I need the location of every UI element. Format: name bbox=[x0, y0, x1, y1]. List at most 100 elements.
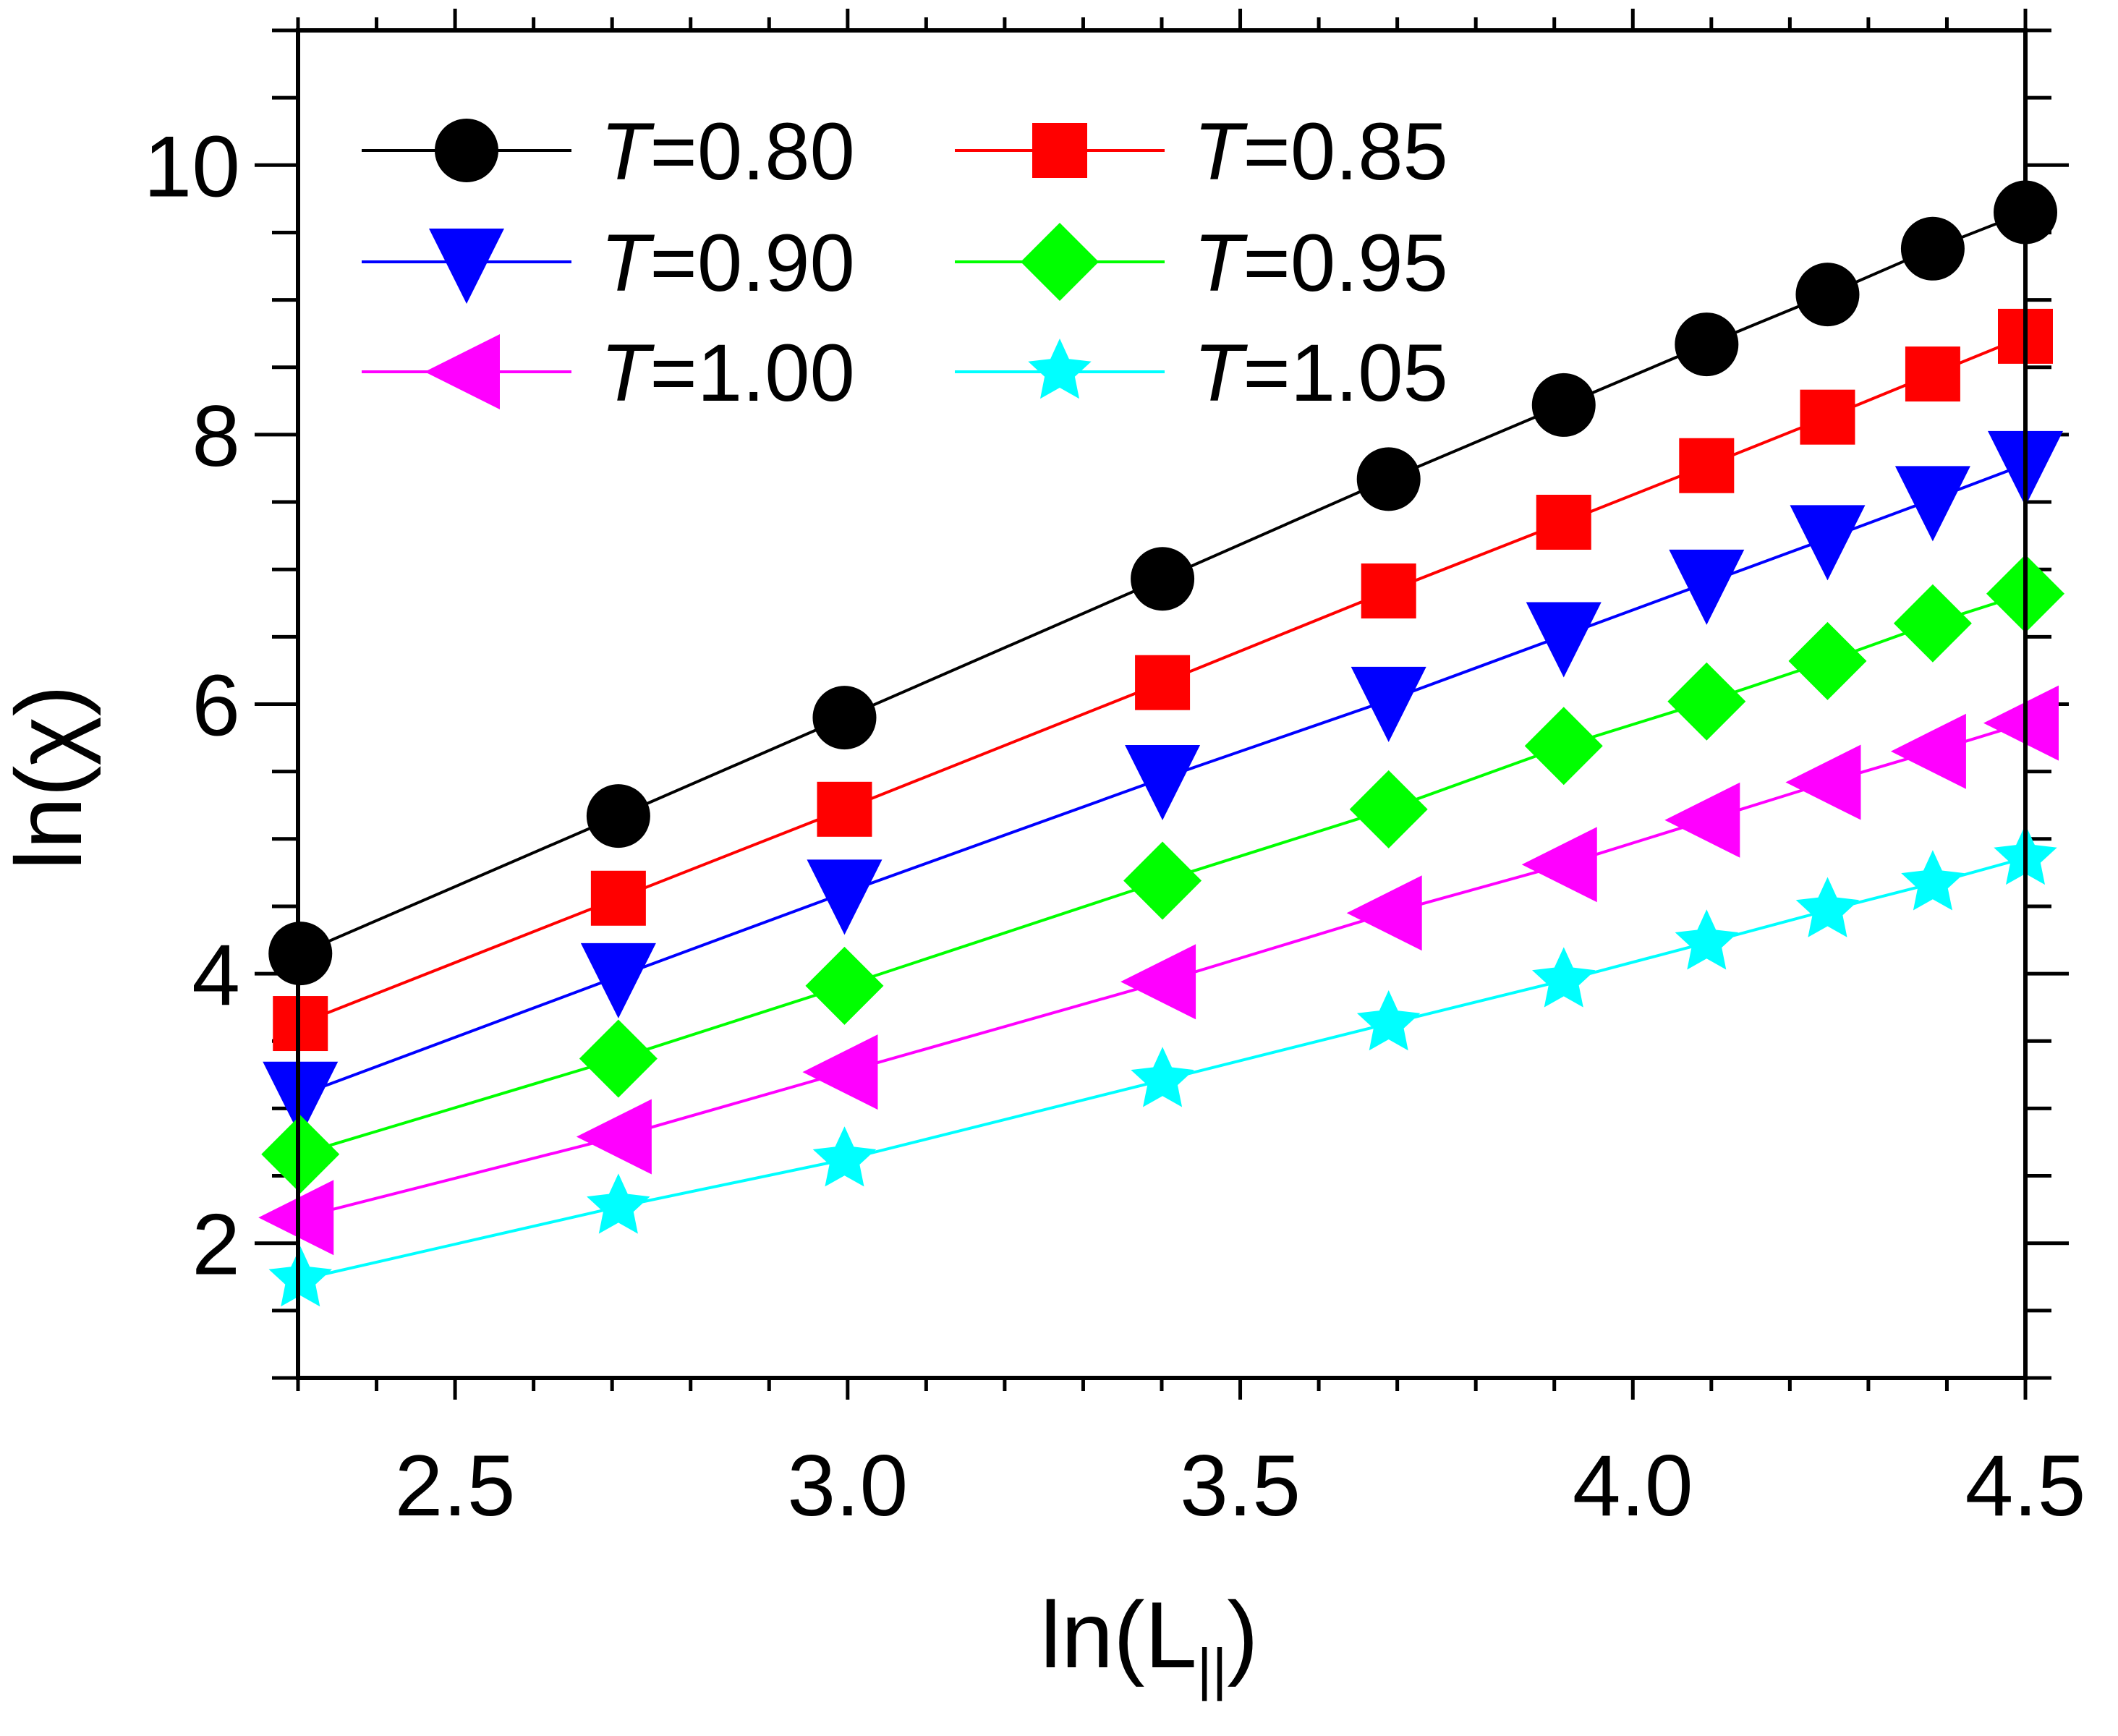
legend-label-prefix: T bbox=[1194, 218, 1249, 308]
x-tick-label: 4.5 bbox=[1965, 1437, 2086, 1534]
series-T=1.00 bbox=[258, 685, 2059, 1256]
data-point bbox=[576, 1099, 652, 1175]
data-point bbox=[587, 1173, 650, 1234]
data-point bbox=[817, 781, 872, 837]
y-tick-label: 4 bbox=[192, 927, 240, 1024]
x-tick-label: 4.0 bbox=[1573, 1437, 1693, 1534]
data-point bbox=[812, 1126, 877, 1187]
x-tick-labels: 2.5 3.0 3.5 4.0 4.5 bbox=[395, 1437, 2086, 1534]
legend-label: T=1.00 bbox=[600, 328, 855, 418]
data-point bbox=[1893, 584, 1972, 663]
data-point bbox=[1349, 770, 1428, 848]
data-point bbox=[1901, 850, 1965, 911]
legend-label-prefix: T bbox=[600, 106, 655, 197]
y-tick-label: 2 bbox=[192, 1196, 240, 1293]
plot-area bbox=[258, 180, 2064, 1307]
plot-frame bbox=[296, 28, 2028, 1380]
series-line bbox=[299, 592, 2026, 1156]
data-point bbox=[1131, 1047, 1194, 1107]
y-tick-labels: 2 4 6 8 10 bbox=[144, 118, 240, 1293]
data-point bbox=[1346, 875, 1422, 951]
legend-label-value: =1.00 bbox=[650, 328, 854, 418]
data-point bbox=[1900, 216, 1965, 281]
data-point bbox=[579, 1019, 658, 1098]
x-axis-title-close: ) bbox=[1227, 1582, 1258, 1688]
y-tick-label: 6 bbox=[192, 658, 240, 754]
legend-label-prefix: T bbox=[1194, 106, 1249, 197]
legend-label: T=0.90 bbox=[600, 218, 855, 308]
x-axis-title-subscript: || bbox=[1197, 1637, 1228, 1701]
data-point bbox=[1890, 713, 1966, 789]
legend-label-value: =0.90 bbox=[650, 218, 854, 308]
legend-label-prefix: T bbox=[600, 218, 655, 308]
data-point bbox=[580, 943, 656, 1018]
legend-label: T=0.80 bbox=[600, 106, 855, 197]
data-point bbox=[1524, 707, 1603, 786]
data-point bbox=[1905, 346, 1960, 402]
data-point bbox=[268, 1246, 332, 1307]
data-point bbox=[1667, 662, 1746, 741]
data-point bbox=[1526, 602, 1602, 678]
series-T=1.05 bbox=[268, 824, 2057, 1307]
x-tick-label: 3.5 bbox=[1180, 1437, 1301, 1534]
y-tick-label: 10 bbox=[144, 118, 240, 215]
legend-label: T=1.05 bbox=[1194, 328, 1448, 418]
legend-label: T=0.95 bbox=[1194, 218, 1448, 308]
series-T=0.80 bbox=[268, 180, 2057, 986]
data-point bbox=[590, 870, 646, 926]
data-point bbox=[1669, 549, 1745, 625]
x-axis-title: ln(L||) bbox=[1040, 1582, 1259, 1701]
data-point bbox=[1532, 947, 1596, 1008]
legend-marker bbox=[425, 334, 500, 409]
legend-item: T=1.00 bbox=[362, 328, 855, 418]
legend-label-value: =1.05 bbox=[1243, 328, 1447, 418]
data-point bbox=[1679, 438, 1735, 493]
data-point bbox=[1120, 944, 1196, 1020]
data-point bbox=[1664, 782, 1740, 858]
data-point bbox=[1521, 827, 1597, 903]
legend-marker bbox=[1028, 339, 1092, 399]
data-point bbox=[263, 1061, 339, 1137]
data-point bbox=[1351, 666, 1426, 742]
legend-marker bbox=[429, 229, 504, 304]
legend-label-value: =0.95 bbox=[1243, 218, 1447, 308]
data-point bbox=[1800, 389, 1855, 445]
legend-marker bbox=[1021, 223, 1099, 301]
data-point bbox=[273, 996, 328, 1052]
legend-item: T=1.05 bbox=[955, 328, 1448, 418]
data-point bbox=[1531, 373, 1596, 437]
data-point bbox=[1795, 877, 1860, 937]
legend-label-value: =0.80 bbox=[650, 106, 854, 197]
data-point bbox=[586, 784, 650, 848]
legend-marker bbox=[435, 119, 498, 182]
data-point bbox=[1788, 621, 1867, 700]
data-point bbox=[802, 1034, 878, 1110]
data-point bbox=[1675, 312, 1739, 377]
legend-item: T=0.95 bbox=[955, 218, 1448, 308]
series-line bbox=[299, 856, 2026, 1281]
x-tick-label: 3.0 bbox=[787, 1437, 908, 1534]
data-point bbox=[812, 686, 877, 750]
series-T=0.95 bbox=[261, 554, 2064, 1194]
x-axis-title-main: ln(L bbox=[1040, 1582, 1197, 1688]
data-point bbox=[807, 859, 882, 935]
legend-item: T=0.80 bbox=[362, 106, 855, 197]
data-point bbox=[1795, 263, 1860, 327]
data-point bbox=[1125, 744, 1201, 820]
y-axis-title: ln(χ) bbox=[0, 685, 101, 870]
legend-marker bbox=[1032, 123, 1087, 178]
data-point bbox=[1675, 909, 1739, 970]
series-line bbox=[299, 463, 2026, 1097]
data-point bbox=[1536, 494, 1591, 550]
data-point bbox=[805, 946, 884, 1025]
legend-label-prefix: T bbox=[1194, 328, 1249, 418]
legend-item: T=0.90 bbox=[362, 218, 855, 308]
data-point bbox=[1356, 990, 1421, 1051]
legend: T=0.80 T=0.85T=0.90 T=0.95T=1.00 T=1.05 bbox=[362, 106, 1448, 418]
data-point bbox=[261, 1115, 340, 1194]
data-point bbox=[1983, 685, 2059, 761]
data-point bbox=[1785, 744, 1861, 820]
y-tick-label: 8 bbox=[192, 388, 240, 485]
data-point bbox=[1123, 841, 1202, 920]
